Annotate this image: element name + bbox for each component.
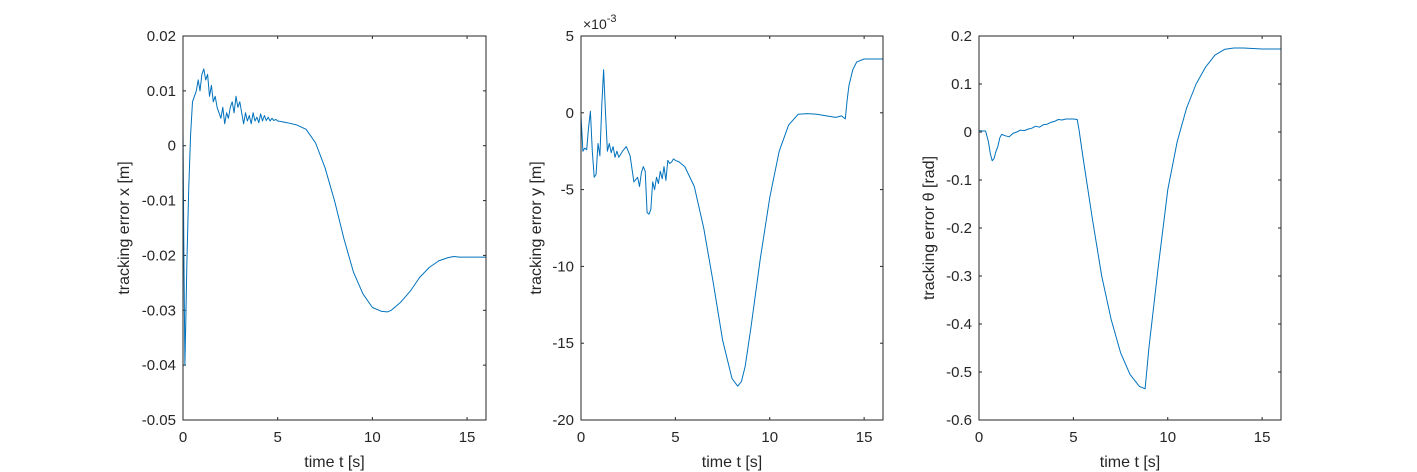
x-tick-label: 5 [1069,429,1077,446]
subplot-y-error: 0 5 10 15 5 0 -5 -10 -15 -20 time t [s] tracking … [528,13,884,471]
y-tick-label: -5 [561,182,574,199]
y-tick-label: 0 [964,124,972,141]
subplot-theta-marks: 0 5 10 15 0.2 0.1 0 -0.1 -0.2 -0.3 -0.4 -0.5 -0.6 [946,28,1281,446]
x-tick-label: 0 [975,429,983,446]
y-tick-label: -0.05 [142,412,176,429]
y-axis-multiplier-base: ×10 [583,16,607,32]
y-axis-label: tracking error θ [rad] [921,156,938,300]
x-tick-label: 0 [179,429,187,446]
y-tick-label: -10 [552,258,574,275]
subplot-theta-frame [978,35,1282,421]
y-tick-label: -0.02 [142,247,176,264]
x-tick-label: 10 [761,429,778,446]
x-axis-label: time t [s] [702,454,762,471]
y-tick-label: 0.02 [147,28,176,45]
x-axis-label: time t [s] [1100,454,1160,471]
subplot-y-frame [580,35,884,421]
x-tick-label: 10 [1159,429,1176,446]
x-tick-label: 15 [856,429,873,446]
y-tick-label: -0.1 [946,172,972,189]
y-tick-label: 0.1 [951,76,972,93]
subplot-x-frame [182,35,487,421]
y-tick-label: 0.01 [147,83,176,100]
y-tick-label: -0.03 [142,302,176,319]
y-axis-multiplier-exponent: -3 [607,13,617,25]
x-tick-label: 15 [1254,429,1271,446]
y-tick-label: 5 [566,28,574,45]
y-axis-multiplier: ×10-3 [583,13,617,32]
y-tick-label: 0 [168,138,176,155]
y-tick-label: -0.6 [946,412,972,429]
y-tick-label: -0.04 [142,357,176,374]
y-tick-label: -20 [552,412,574,429]
y-axis-label: tracking error x [m] [116,161,133,294]
x-tick-label: 10 [364,429,381,446]
y-tick-label: 0 [566,105,574,122]
y-tick-label: -15 [552,335,574,352]
subplot-x-marks: 0 5 10 15 0.02 0.01 0 -0.01 -0.02 -0.03 -0.04 -0.05 [142,28,486,446]
y-tick-label: -0.2 [946,220,972,237]
y-tick-label: -0.3 [946,268,972,285]
subplot-y-marks: 0 5 10 15 5 0 -5 -10 -15 -20 [552,28,883,446]
y-tick-label: -0.4 [946,316,972,333]
y-tick-label: -0.5 [946,364,972,381]
subplot-theta-error: 0 5 10 15 0.2 0.1 0 -0.1 -0.2 -0.3 -0.4 -0.5 -0.6 ti… [921,28,1282,471]
y-tick-label: 0.2 [951,28,972,45]
series-line [580,58,883,387]
series-line [182,68,486,366]
x-tick-label: 15 [459,429,476,446]
y-axis-label: tracking error y [m] [528,161,545,294]
x-axis-label: time t [s] [304,454,364,471]
subplot-x-error: 0 5 10 15 0.02 0.01 0 -0.01 -0.02 -0.03 -0.04 -0.05… [116,28,487,471]
series-line [978,47,1281,390]
x-tick-label: 5 [671,429,679,446]
x-tick-label: 0 [577,429,585,446]
x-tick-label: 5 [274,429,282,446]
y-tick-label: -0.01 [142,193,176,210]
